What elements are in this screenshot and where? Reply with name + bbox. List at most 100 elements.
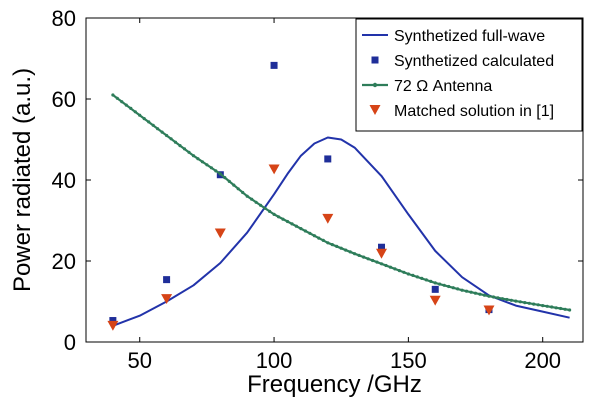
series-point — [165, 133, 169, 138]
series-point — [124, 103, 128, 107]
x-tick-label: 50 — [127, 348, 151, 373]
series-point — [393, 267, 397, 271]
legend-swatch — [369, 105, 381, 115]
legend-label: Matched solution in [1] — [394, 103, 554, 120]
series-point — [420, 276, 424, 280]
y-tick-label: 60 — [52, 87, 76, 112]
y-axis-title: Power radiated (a.u.) — [9, 68, 36, 292]
series-point — [433, 281, 437, 285]
series-point — [218, 172, 222, 176]
series-point — [214, 228, 226, 239]
series-point — [402, 270, 406, 274]
series-point — [532, 302, 536, 306]
legend-label: 72 Ω Antenna — [394, 78, 492, 95]
series-point — [281, 217, 285, 221]
series-point — [442, 283, 446, 287]
series-point — [518, 300, 522, 304]
series-point — [505, 297, 509, 302]
series-point — [120, 100, 124, 104]
series-point — [272, 212, 276, 216]
series-point — [559, 306, 563, 311]
series-point — [554, 306, 558, 310]
series-point — [460, 288, 464, 292]
series-point — [509, 298, 513, 302]
series-point — [285, 219, 290, 224]
series-point — [187, 150, 191, 154]
series-point — [209, 166, 213, 170]
series-point — [335, 244, 339, 248]
series-point — [317, 236, 321, 240]
series-point — [290, 222, 294, 226]
series-point — [151, 123, 155, 127]
series-point — [268, 209, 272, 213]
series-point — [371, 258, 375, 263]
y-tick-label: 80 — [52, 6, 76, 31]
series-point — [411, 273, 415, 277]
series-point — [344, 248, 348, 252]
series-point — [353, 252, 357, 256]
series-line — [112, 136, 570, 327]
series-point — [473, 291, 478, 295]
series-point — [326, 241, 330, 245]
series-point — [348, 250, 352, 254]
series-point — [378, 243, 386, 251]
series-point — [424, 278, 428, 282]
legend-item: Matched solution in [1] — [369, 103, 554, 120]
series-point — [324, 155, 332, 163]
series-point — [232, 183, 236, 187]
series-point — [169, 137, 173, 141]
series-point — [312, 234, 316, 238]
series-point — [376, 248, 387, 259]
series-point — [406, 272, 410, 276]
series-point — [133, 110, 137, 114]
series-point — [429, 279, 433, 283]
series-point — [375, 260, 379, 264]
series-point — [523, 301, 527, 305]
series-point — [550, 305, 554, 309]
series-point — [527, 301, 531, 305]
series-point — [456, 287, 460, 291]
series-point — [469, 290, 473, 294]
series-point — [236, 187, 240, 191]
series-point — [483, 305, 495, 316]
series-point — [478, 292, 482, 296]
series-point — [438, 282, 442, 286]
series-point — [263, 206, 267, 210]
x-axis-title: Frequency /GHz — [247, 371, 422, 398]
series-point — [160, 130, 164, 134]
series-point — [109, 317, 117, 325]
series-point — [500, 297, 504, 301]
legend-marker — [372, 82, 378, 88]
series-point — [322, 213, 334, 224]
series-3 — [111, 93, 572, 312]
series-point — [491, 295, 496, 299]
series-point — [163, 276, 171, 284]
series-point — [536, 303, 540, 307]
x-axis: 50 100 150 200 — [127, 18, 561, 373]
y-axis: 0 20 40 60 80 — [52, 6, 583, 355]
series-point — [447, 284, 451, 289]
series-point — [330, 243, 334, 247]
series-point — [384, 263, 388, 268]
series-point — [276, 215, 281, 219]
y-tick-label: 0 — [64, 330, 76, 355]
series-point — [541, 304, 545, 308]
x-tick-label: 200 — [524, 348, 561, 373]
legend-item: Synthetized full-wave — [362, 28, 545, 45]
series-point — [191, 154, 196, 158]
series-point — [115, 96, 119, 100]
legend-box — [355, 18, 583, 132]
y-tick-label: 40 — [52, 168, 76, 193]
series-point — [451, 286, 455, 290]
legend-item: Synthetized calculated — [371, 53, 554, 70]
series-point — [366, 257, 370, 261]
series-point — [339, 246, 343, 250]
series-point — [563, 307, 567, 311]
series-point — [388, 265, 393, 269]
series-point — [178, 144, 182, 148]
series-4 — [107, 164, 495, 331]
series-point — [357, 253, 361, 257]
series-point — [147, 120, 151, 124]
series-point — [397, 269, 401, 273]
